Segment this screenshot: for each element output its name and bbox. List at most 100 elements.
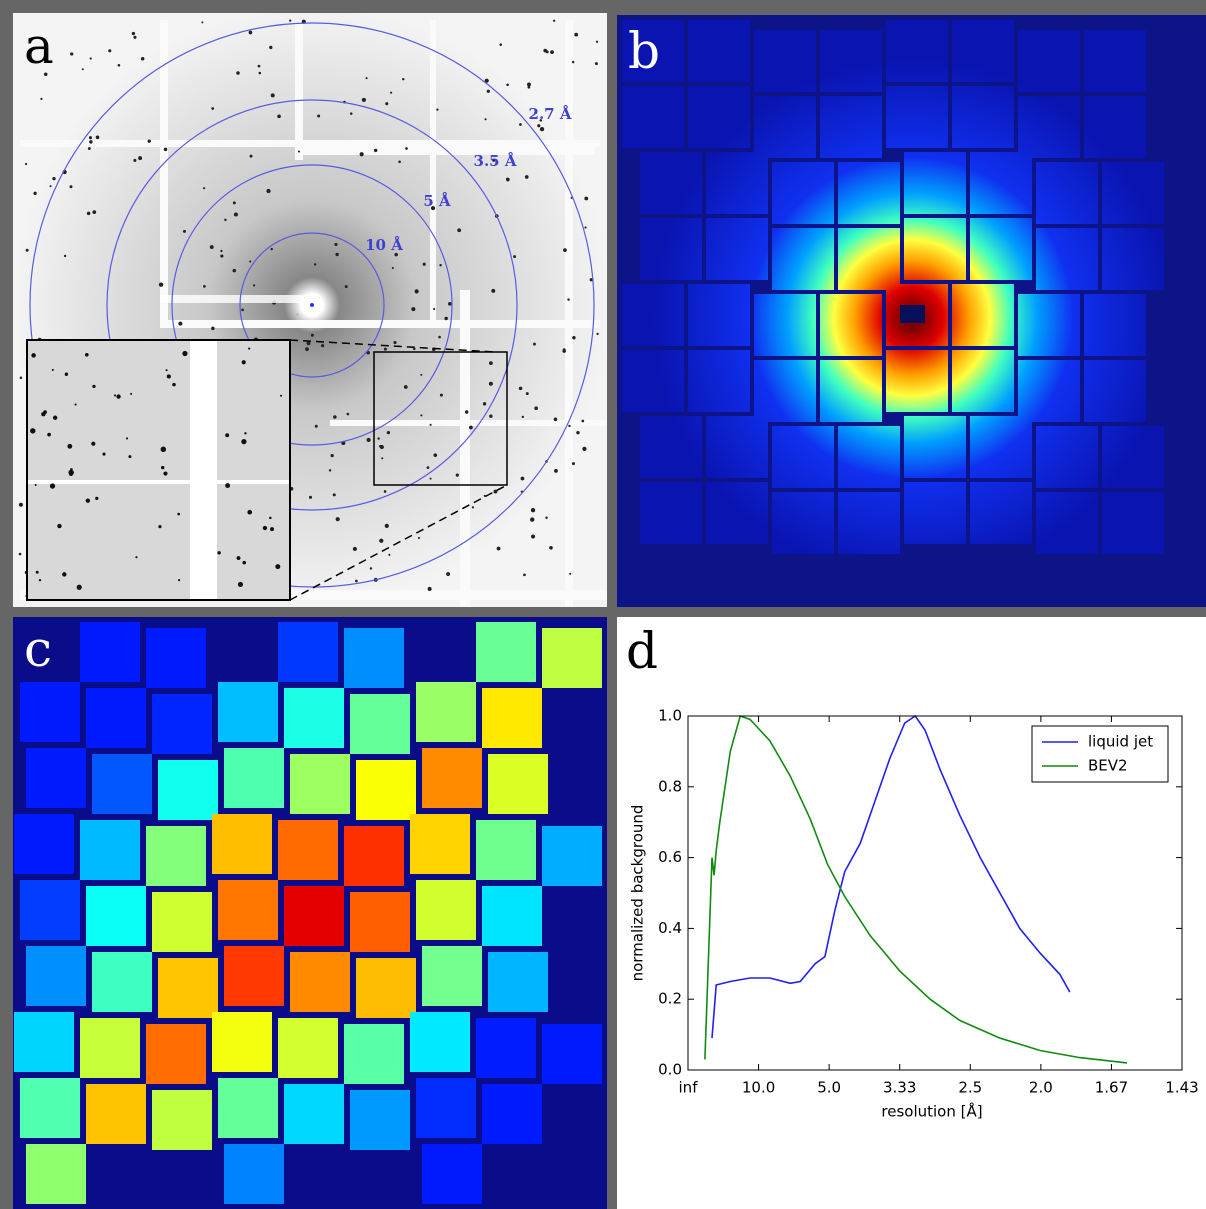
overlay: a b c d (24, 17, 660, 680)
bragg-spot (433, 307, 436, 310)
detector-tile (706, 218, 768, 280)
bragg-spot (393, 340, 397, 345)
bragg-spot (92, 210, 97, 214)
bragg-spot (411, 307, 416, 312)
bragg-spot (140, 57, 145, 61)
detector-tile (344, 826, 404, 886)
bragg-spot (552, 19, 556, 22)
zoom-box (373, 351, 508, 486)
detector-tile (212, 814, 272, 874)
inset-spot (49, 483, 56, 489)
bragg-spot (521, 415, 524, 419)
bragg-spot (582, 446, 587, 451)
bragg-spot (430, 206, 436, 211)
legend-box (1031, 725, 1169, 783)
panel-b (617, 15, 1206, 607)
bragg-spot (334, 242, 338, 247)
detector-tile (1102, 492, 1164, 554)
bragg-spot (448, 302, 452, 306)
detector-tile (26, 946, 86, 1006)
detector-tile (416, 682, 476, 742)
bragg-spot (383, 490, 387, 493)
series-line (704, 714, 1128, 1064)
detector-tile (1102, 426, 1164, 488)
bragg-spot (335, 517, 340, 522)
bragg-spot (332, 493, 336, 497)
panel-a: 2.7 Å 3.5 Å 5 Å 10 Å (13, 13, 607, 607)
panel-label: c (24, 620, 52, 678)
bragg-spot (518, 386, 523, 391)
inset-spot (38, 578, 42, 582)
bragg-spot (24, 162, 28, 166)
bragg-spot (333, 415, 337, 419)
bragg-spot (201, 21, 204, 24)
detector-tile (488, 754, 548, 814)
module-gap (430, 20, 436, 320)
inset (26, 339, 291, 601)
bragg-spot (182, 229, 186, 233)
bragg-spot (394, 252, 398, 257)
bragg-spot (69, 185, 73, 189)
detector-tile (26, 748, 86, 808)
bragg-spot (89, 140, 93, 144)
bragg-spot (469, 425, 473, 430)
detector-tile (1084, 30, 1146, 92)
detector-tile (356, 958, 416, 1018)
bragg-spot (248, 30, 253, 35)
bragg-spot (233, 212, 238, 217)
inset-spot (172, 382, 176, 387)
bragg-spot (436, 108, 439, 111)
bragg-spot (444, 316, 448, 321)
bragg-spot (539, 126, 545, 132)
bragg-spot (86, 211, 91, 216)
bragg-spot (289, 19, 292, 22)
bragg-spot (492, 158, 496, 162)
bragg-spot (308, 495, 313, 499)
detector-tile (970, 218, 1032, 280)
bragg-spot (270, 247, 273, 251)
detector-tile (970, 482, 1032, 544)
x-tick-label: 5.0 (817, 1079, 841, 1097)
detector-tile (488, 952, 548, 1012)
detector-tile (1036, 228, 1098, 290)
inset-spot (269, 516, 272, 520)
bragg-spot (486, 89, 490, 93)
inset-spot (241, 439, 247, 445)
detector-tile (482, 886, 542, 946)
detector-tile (622, 20, 684, 82)
bragg-spot (379, 444, 384, 450)
detector-tile (86, 886, 146, 946)
bragg-spot (211, 326, 215, 331)
detector-tile (772, 228, 834, 290)
bragg-spot (224, 218, 227, 222)
detector-tile (146, 628, 206, 688)
bragg-spot (553, 417, 558, 422)
inset-spot (225, 483, 231, 489)
bragg-spot (379, 538, 384, 543)
bragg-spot (95, 135, 100, 140)
bragg-spot (525, 392, 529, 396)
bragg-spot (427, 586, 432, 591)
bragg-spot (366, 437, 371, 443)
inset-spot (242, 560, 247, 565)
detector-tile (754, 30, 816, 92)
bragg-spot (568, 424, 571, 428)
bragg-spot (569, 572, 572, 575)
x-tick-label: 3.33 (883, 1079, 916, 1097)
bragg-spot (346, 412, 350, 416)
module-gap (295, 145, 595, 155)
bragg-spot (232, 201, 236, 205)
bragg-spot (562, 349, 566, 353)
detector-tile (688, 20, 750, 82)
zoom-line (289, 339, 496, 353)
detector-tile (1036, 426, 1098, 488)
bragg-spot (412, 347, 416, 351)
bragg-spot (320, 344, 325, 348)
bragg-spot (40, 97, 43, 100)
bragg-spot (571, 462, 575, 466)
bragg-spot (277, 114, 281, 119)
detector-tile (706, 482, 768, 544)
bragg-spot (530, 517, 535, 522)
detector-tile (1036, 162, 1098, 224)
